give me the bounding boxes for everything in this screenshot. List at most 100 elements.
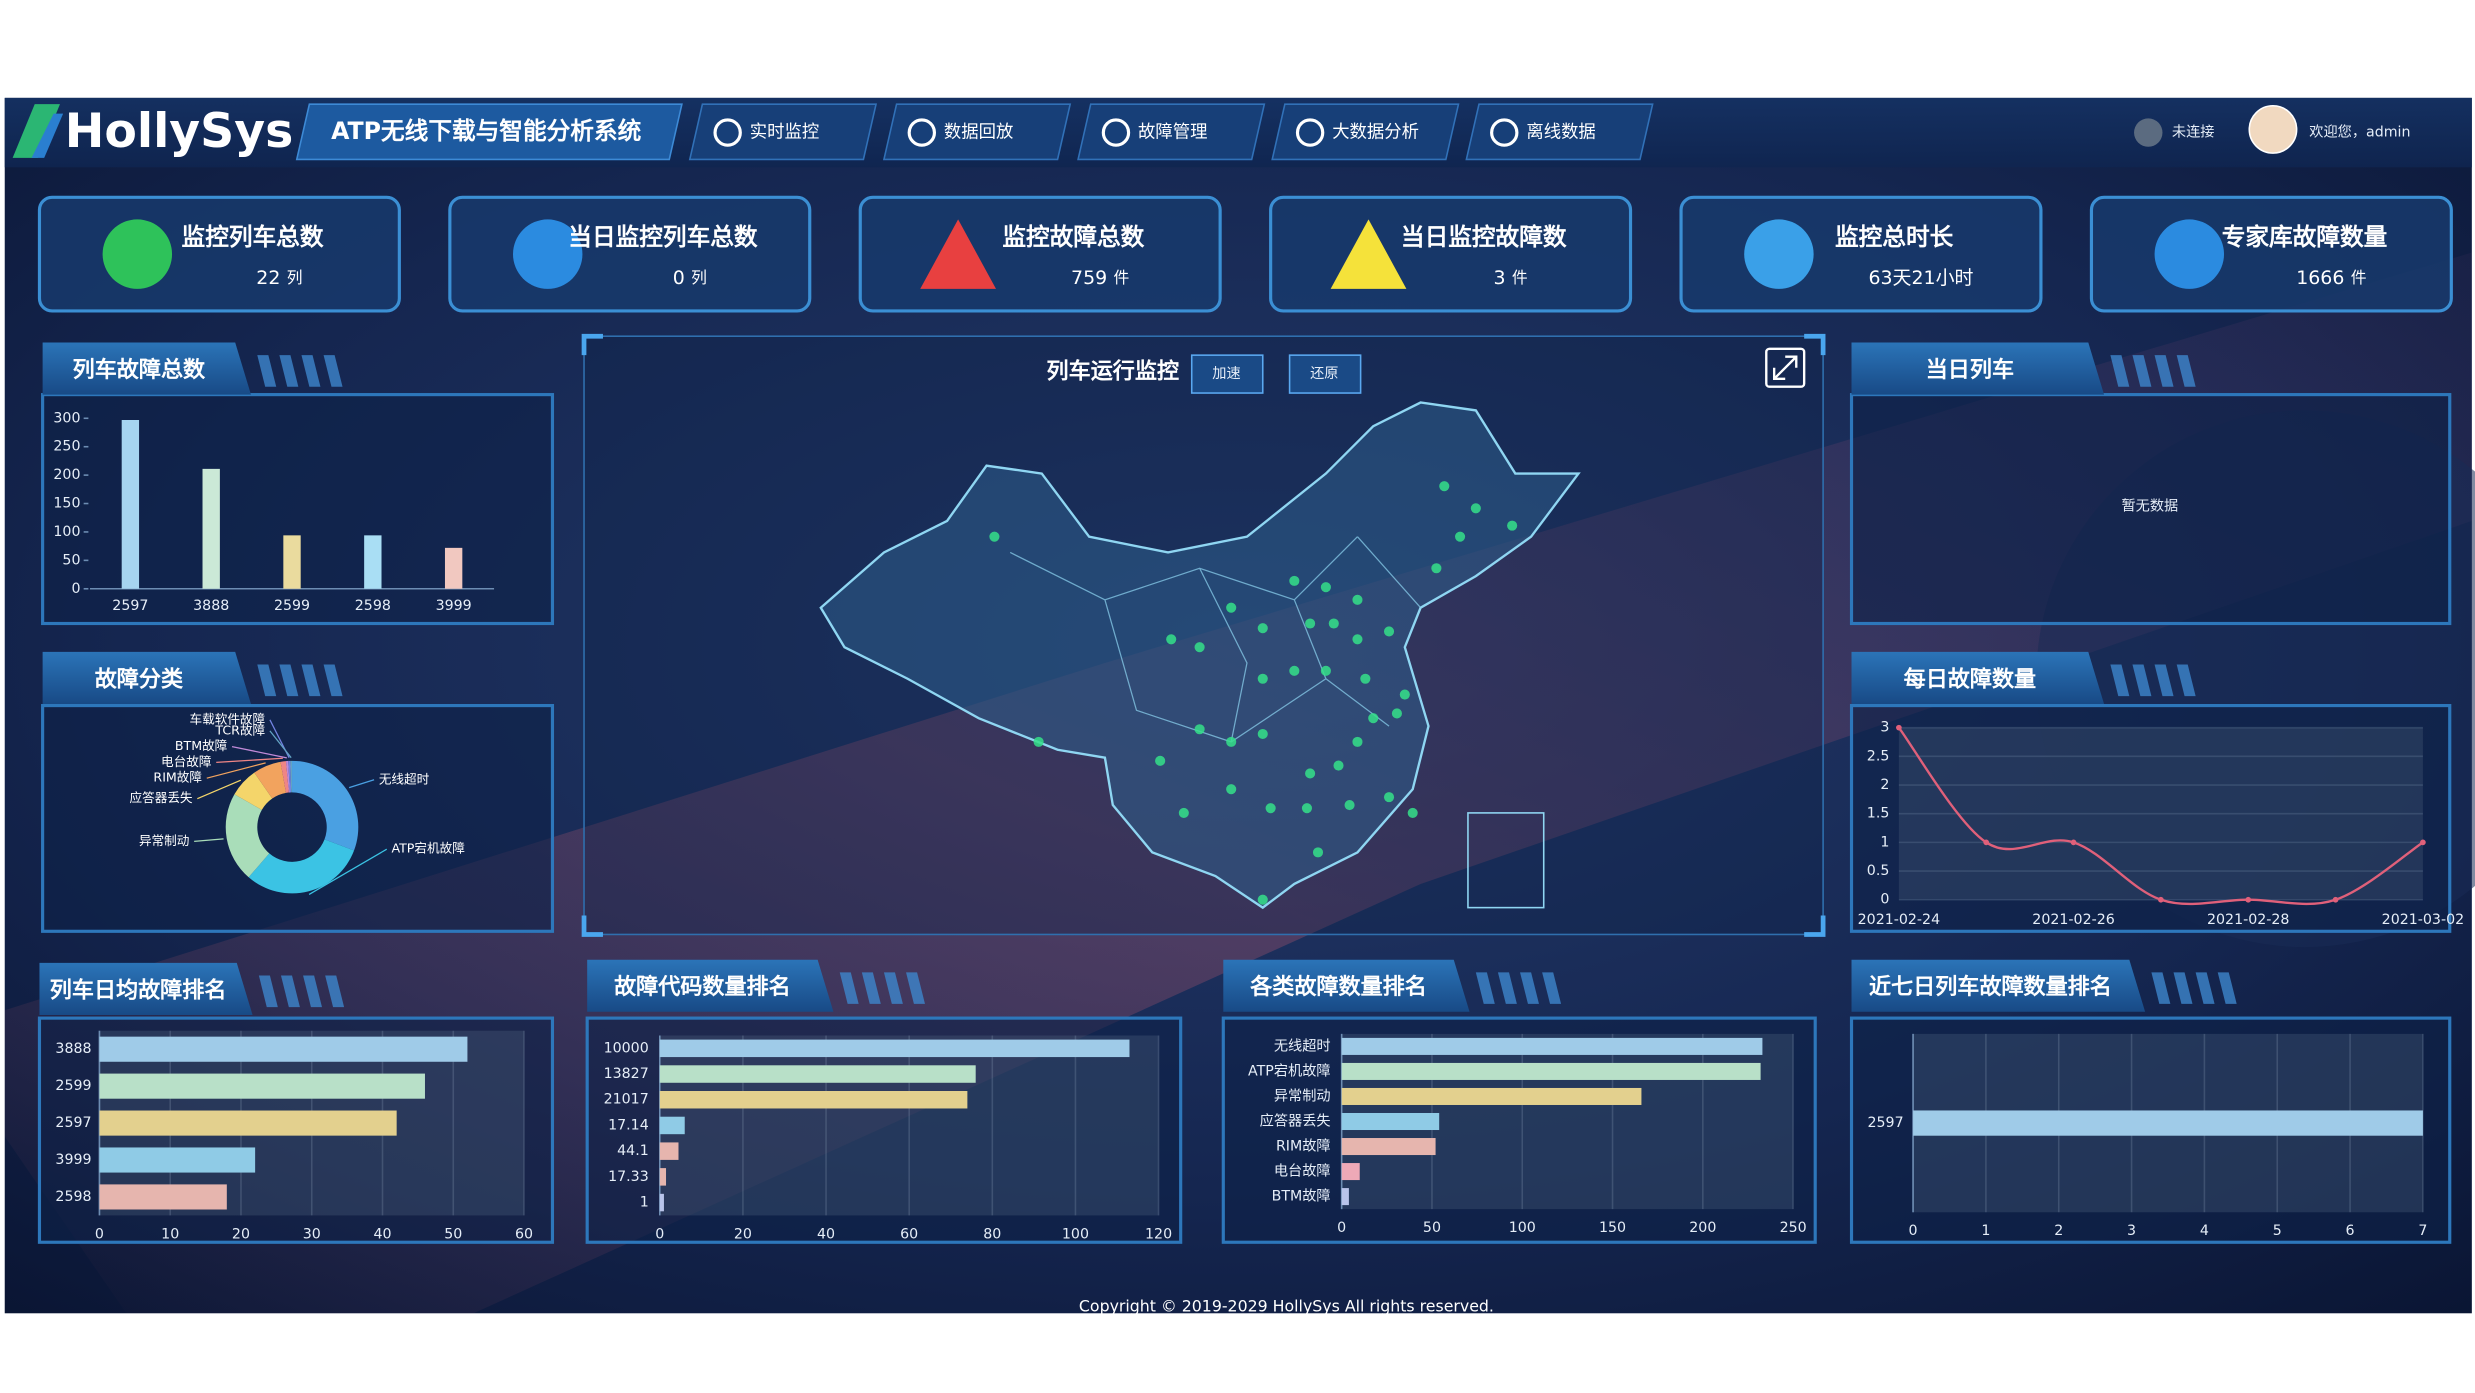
map-point xyxy=(1320,582,1331,593)
nav-label[interactable]: 离线数据 xyxy=(1526,123,1595,143)
map-point xyxy=(1257,623,1268,634)
leader-line xyxy=(308,848,388,895)
tab-stripe xyxy=(1475,972,1495,1004)
map-point xyxy=(1352,736,1363,747)
button-label[interactable]: 还原 xyxy=(1310,366,1338,382)
bar xyxy=(659,1142,679,1160)
x-tick-label: 50 xyxy=(1423,1220,1441,1236)
x-tick-label: 6 xyxy=(2346,1223,2355,1239)
nav-label[interactable]: 实时监控 xyxy=(750,123,819,143)
x-tick-label: 2021-02-28 xyxy=(2207,912,2289,928)
tab-stripe xyxy=(323,355,343,387)
tab-stripe xyxy=(1542,972,1562,1004)
stat-icon xyxy=(920,219,996,289)
map-point xyxy=(1226,736,1237,747)
bar xyxy=(1341,1163,1360,1181)
map-point xyxy=(1320,665,1331,676)
stat-number: 1666 xyxy=(2296,266,2344,288)
button-label[interactable]: 加速 xyxy=(1212,366,1240,382)
fullscreen-icon xyxy=(1772,355,1798,381)
panel-title: 故障代码数量排名 xyxy=(614,974,791,1000)
map-point xyxy=(1507,520,1518,531)
pie-slice xyxy=(292,760,359,851)
map-point xyxy=(1312,847,1324,858)
tab-stripe xyxy=(257,664,277,697)
x-tick-label: 60 xyxy=(515,1226,533,1242)
stat-card xyxy=(1679,195,2043,313)
stat-card xyxy=(448,195,812,313)
bar xyxy=(99,1147,256,1173)
bar xyxy=(659,1091,968,1109)
stat-unit: 列 xyxy=(691,267,707,286)
map-point xyxy=(1194,724,1205,735)
nav-tab[interactable] xyxy=(1465,103,1654,161)
x-tick-label: 0 xyxy=(655,1226,664,1242)
map-point xyxy=(1289,575,1300,586)
nav-tab[interactable] xyxy=(688,103,878,161)
x-tick-label: 3 xyxy=(2127,1223,2136,1239)
y-tick-label: 200 xyxy=(53,467,80,483)
map-inset xyxy=(1467,812,1545,909)
panel-tab xyxy=(1851,959,2146,1012)
nav-icon xyxy=(1101,118,1131,147)
nav-label[interactable]: 大数据分析 xyxy=(1332,123,1419,143)
pie-label: 应答器丢失 xyxy=(130,790,193,805)
y-tick-label: 150 xyxy=(53,496,80,512)
stat-card xyxy=(37,195,401,313)
x-tick-label: 1 xyxy=(1981,1223,1990,1239)
tab-stripe xyxy=(280,975,300,1008)
nav-tab[interactable] xyxy=(1077,103,1266,161)
map-point xyxy=(1257,894,1268,905)
y-tick-label: 3888 xyxy=(55,1041,91,1057)
y-tick-label: BTM故障 xyxy=(1272,1189,1331,1205)
nav-tab[interactable] xyxy=(882,103,1072,161)
x-tick-label: 2021-03-02 xyxy=(2382,912,2464,928)
bar xyxy=(283,535,301,589)
x-tick-label: 150 xyxy=(1599,1220,1626,1236)
y-tick-label: 1.5 xyxy=(1867,806,1890,822)
map-point xyxy=(1155,755,1166,766)
fullscreen-button[interactable] xyxy=(1765,347,1806,388)
nav-label[interactable]: 故障管理 xyxy=(1138,123,1207,143)
map-point xyxy=(1194,642,1205,653)
status-icon xyxy=(2134,118,2163,147)
x-tick-label: 2598 xyxy=(355,598,391,614)
map-outline xyxy=(819,401,1581,910)
map-point xyxy=(1470,503,1481,514)
leader-line xyxy=(216,757,283,764)
button[interactable] xyxy=(1288,354,1362,394)
avatar[interactable] xyxy=(2248,104,2298,154)
bar xyxy=(99,1073,425,1099)
x-tick-label: 60 xyxy=(900,1226,918,1242)
x-tick-label: 10 xyxy=(161,1226,179,1242)
y-tick-label: 应答器丢失 xyxy=(1260,1113,1331,1130)
tab-stripe xyxy=(301,664,321,697)
bar xyxy=(364,535,382,589)
bar xyxy=(1913,1110,2423,1136)
tab-stripe xyxy=(325,975,345,1008)
x-tick-label: 20 xyxy=(232,1226,250,1242)
x-tick-label: 7 xyxy=(2418,1223,2427,1239)
nav-label[interactable]: 数据回放 xyxy=(944,123,1013,143)
button[interactable] xyxy=(1190,354,1264,394)
tab-stripe xyxy=(301,355,321,387)
x-tick-label: 250 xyxy=(1780,1220,1807,1236)
tab-stripe xyxy=(906,972,925,1004)
tab-stripe xyxy=(2154,664,2174,697)
nav-tab[interactable] xyxy=(1271,103,1460,161)
bar xyxy=(659,1168,667,1186)
tab-stripe xyxy=(2154,355,2174,387)
stat-label: 当日监控故障数 xyxy=(1401,223,1567,251)
leader-line xyxy=(197,779,242,800)
bar xyxy=(659,1193,664,1212)
stat-icon xyxy=(1330,219,1407,289)
tab-stripe xyxy=(1497,972,1517,1004)
stat-unit: 列 xyxy=(287,267,303,286)
y-tick-label: 17.14 xyxy=(608,1117,649,1133)
tab-stripe xyxy=(258,975,278,1008)
tab-stripe xyxy=(2195,972,2215,1004)
welcome: 欢迎您，admin xyxy=(2309,124,2410,141)
nav-icon xyxy=(907,118,937,147)
panel-tab xyxy=(39,962,253,1015)
